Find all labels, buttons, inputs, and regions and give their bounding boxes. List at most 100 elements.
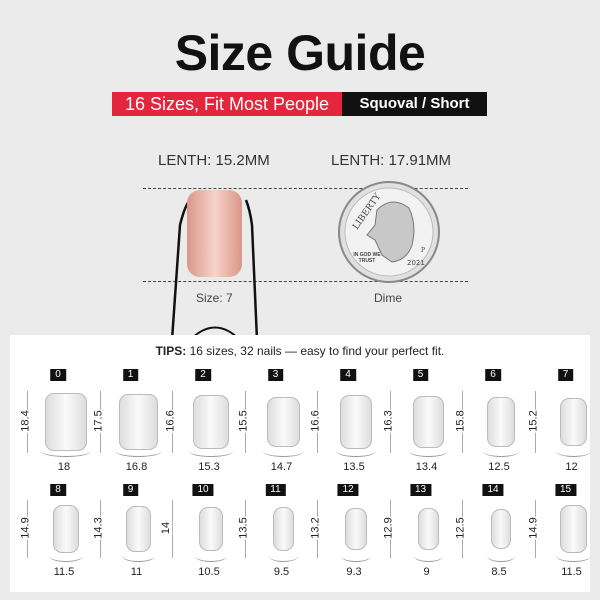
coin-mint-mark: P bbox=[421, 247, 425, 254]
tips-label: TIPS: bbox=[155, 344, 187, 358]
length-label: 16.6 bbox=[309, 409, 322, 433]
size-item: 2 16.6 15.3 bbox=[164, 369, 239, 474]
width-label: 11 bbox=[130, 566, 143, 578]
width-label: 12.5 bbox=[488, 461, 510, 473]
width-label: 12 bbox=[565, 461, 578, 473]
size-number-badge: 5 bbox=[412, 369, 429, 381]
page-title: Size Guide bbox=[174, 25, 426, 81]
finger-illustration bbox=[170, 190, 259, 340]
size-item: 10 14 10.5 bbox=[160, 484, 239, 589]
width-marker bbox=[555, 451, 592, 457]
width-label: 16.8 bbox=[125, 461, 148, 473]
width-label: 14.7 bbox=[270, 461, 293, 473]
size-number-badge: 14 bbox=[482, 484, 504, 496]
width-label: 9.3 bbox=[346, 566, 362, 578]
size-number-badge: 1 bbox=[122, 369, 139, 381]
width-marker bbox=[48, 556, 84, 562]
nail-length-label: LENTH: 15.2MM bbox=[158, 152, 270, 169]
size-item: 12 13.2 9.3 bbox=[309, 484, 384, 589]
size-number-badge: 3 bbox=[267, 369, 284, 381]
size-item: 13 12.9 9 bbox=[382, 484, 457, 589]
length-label: 15.8 bbox=[454, 409, 467, 433]
width-marker bbox=[341, 556, 371, 562]
nail-size-caption: Size: 7 bbox=[196, 291, 233, 305]
size-item: 1 17.5 16.8 bbox=[92, 369, 167, 474]
length-label: 16.6 bbox=[164, 409, 177, 433]
width-marker bbox=[487, 556, 515, 562]
length-label: 13.5 bbox=[237, 516, 250, 540]
width-label: 15.3 bbox=[198, 461, 220, 473]
width-label: 18 bbox=[57, 461, 71, 473]
length-label: 17.5 bbox=[92, 409, 105, 433]
size-number-badge: 12 bbox=[337, 484, 359, 496]
tips-body: 16 sizes, 32 nails — easy to find your p… bbox=[186, 344, 445, 358]
coin-motto: IN GOD WE TRUST bbox=[353, 252, 381, 264]
nail-shape bbox=[340, 395, 372, 449]
nail-shape bbox=[345, 507, 367, 551]
size-number-badge: 9 bbox=[122, 484, 139, 496]
size-item: 11 13.5 9.5 bbox=[237, 484, 312, 589]
nail-shape bbox=[418, 508, 439, 550]
length-label: 14 bbox=[160, 520, 173, 536]
size-number-badge: 6 bbox=[485, 369, 501, 381]
size-item: 15 14.9 11.5 bbox=[527, 484, 600, 589]
width-marker bbox=[336, 451, 376, 457]
width-label: 8.5 bbox=[491, 566, 507, 578]
size-item: 14 12.5 8.5 bbox=[454, 484, 529, 589]
nail-shape bbox=[272, 507, 295, 551]
bottom-guide-line bbox=[143, 281, 468, 282]
sizes-banner: 16 Sizes, Fit Most People bbox=[112, 92, 342, 116]
width-marker bbox=[121, 556, 156, 562]
top-guide-line bbox=[143, 188, 468, 189]
width-label: 9.5 bbox=[273, 566, 290, 578]
width-marker bbox=[482, 451, 520, 457]
size-number-badge: 10 bbox=[192, 484, 214, 496]
size-number-badge: 2 bbox=[195, 369, 211, 381]
nail-shape bbox=[119, 394, 158, 450]
length-label: 13.2 bbox=[309, 516, 322, 540]
width-marker bbox=[556, 556, 591, 562]
width-marker bbox=[194, 556, 228, 562]
size-number-badge: 8 bbox=[50, 484, 66, 496]
size-item: 6 15.8 12.5 bbox=[454, 369, 529, 474]
nail-shape bbox=[491, 509, 511, 549]
width-marker bbox=[189, 451, 233, 457]
size-number-badge: 4 bbox=[340, 369, 356, 381]
length-label: 15.2 bbox=[527, 409, 540, 433]
size-number-badge: 0 bbox=[50, 369, 66, 381]
nail-shape bbox=[560, 505, 587, 553]
coin-caption: Dime bbox=[374, 291, 403, 305]
width-label: 10.5 bbox=[198, 566, 220, 578]
width-marker bbox=[414, 556, 443, 562]
length-label: 14.9 bbox=[527, 516, 540, 540]
nail-shape bbox=[198, 506, 224, 552]
size-number-badge: 15 bbox=[554, 484, 577, 496]
nail-shape bbox=[413, 395, 444, 449]
nail-shape bbox=[193, 395, 229, 449]
length-label: 15.5 bbox=[237, 409, 250, 433]
size-item: 8 14.9 11.5 bbox=[19, 484, 94, 589]
nail-shape bbox=[559, 397, 588, 447]
width-label: 11.5 bbox=[53, 566, 75, 578]
size-number-badge: 13 bbox=[409, 484, 432, 496]
length-label: 16.3 bbox=[382, 409, 395, 433]
width-marker bbox=[41, 451, 91, 457]
dime-coin-icon: LIBERTY P 2021 bbox=[338, 181, 440, 283]
length-label: 14.9 bbox=[19, 516, 32, 540]
size-item: 9 14.3 11 bbox=[92, 484, 167, 589]
nail-shape bbox=[52, 505, 80, 553]
length-label: 14.3 bbox=[92, 516, 105, 540]
width-marker bbox=[409, 451, 448, 457]
length-label: 18.4 bbox=[19, 409, 32, 433]
size-item: 4 16.6 13.5 bbox=[309, 369, 384, 474]
nail-shape bbox=[125, 506, 152, 552]
width-marker bbox=[262, 451, 305, 457]
size-number-badge: 11 bbox=[265, 484, 286, 496]
coin-length-label: LENTH: 17.91MM bbox=[331, 152, 452, 169]
nail-sample bbox=[187, 190, 242, 277]
length-label: 12.5 bbox=[454, 516, 467, 540]
size-item: 7 15.2 12 bbox=[527, 369, 600, 474]
nail-shape bbox=[486, 396, 516, 448]
width-label: 11.5 bbox=[561, 566, 582, 578]
length-marker bbox=[172, 500, 173, 558]
